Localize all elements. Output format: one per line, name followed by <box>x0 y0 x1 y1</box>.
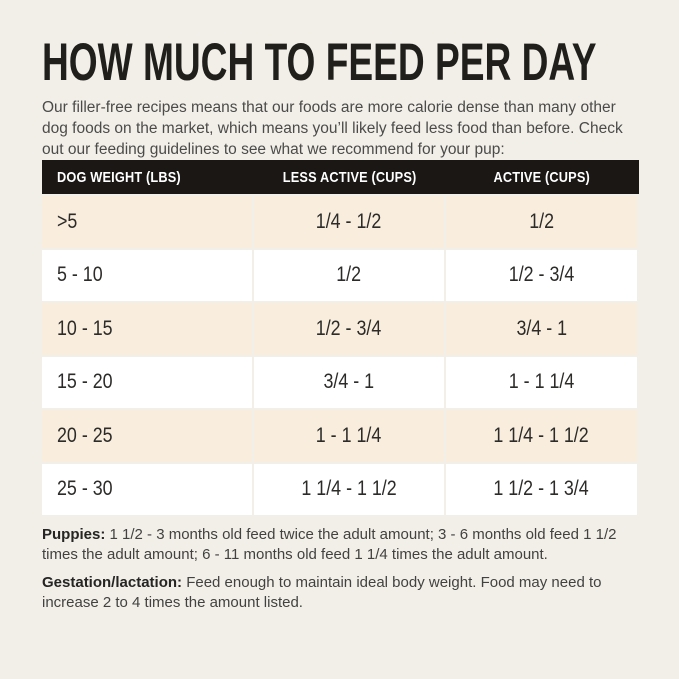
cell-dog-weight: 15 - 20 <box>42 356 252 408</box>
cell-less-active: 1 1/4 - 1 1/2 <box>254 463 444 515</box>
note-puppies: Puppies: 1 1/2 - 3 months old feed twice… <box>42 525 638 565</box>
cell-active: 1 1/4 - 1 1/2 <box>446 410 637 462</box>
feeding-table: DOG WEIGHT (LBS) LESS ACTIVE (CUPS) ACTI… <box>42 160 639 515</box>
note-gestation-text: Feed enough to maintain ideal body weigh… <box>42 574 602 611</box>
cell-active: 1 - 1 1/4 <box>446 356 637 408</box>
note-puppies-text: 1 1/2 - 3 months old feed twice the adul… <box>42 526 617 563</box>
note-gestation-label: Gestation/lactation: <box>42 574 183 591</box>
cell-less-active: 3/4 - 1 <box>254 356 444 408</box>
table-row: >5 1/4 - 1/2 1/2 <box>42 196 639 248</box>
cell-dog-weight: >5 <box>42 196 252 248</box>
header-cell-active: ACTIVE (CUPS) <box>493 168 590 186</box>
header-cell-less-active: LESS ACTIVE (CUPS) <box>283 168 417 186</box>
table-row: 10 - 15 1/2 - 3/4 3/4 - 1 <box>42 303 639 355</box>
cell-active: 3/4 - 1 <box>446 303 637 355</box>
footnotes: Puppies: 1 1/2 - 3 months old feed twice… <box>42 525 638 613</box>
cell-less-active: 1/4 - 1/2 <box>254 196 444 248</box>
table-header-row: DOG WEIGHT (LBS) LESS ACTIVE (CUPS) ACTI… <box>42 160 639 194</box>
cell-less-active: 1 - 1 1/4 <box>254 410 444 462</box>
cell-dog-weight: 20 - 25 <box>42 410 252 462</box>
table-row: 25 - 30 1 1/4 - 1 1/2 1 1/2 - 1 3/4 <box>42 463 639 515</box>
cell-less-active: 1/2 - 3/4 <box>254 303 444 355</box>
table-row: 15 - 20 3/4 - 1 1 - 1 1/4 <box>42 356 639 408</box>
cell-dog-weight: 25 - 30 <box>42 463 252 515</box>
note-gestation: Gestation/lactation: Feed enough to main… <box>42 573 638 613</box>
cell-active: 1 1/2 - 1 3/4 <box>446 463 637 515</box>
table-row: 5 - 10 1/2 1/2 - 3/4 <box>42 249 639 301</box>
cell-active: 1/2 - 3/4 <box>446 249 637 301</box>
cell-active: 1/2 <box>446 196 637 248</box>
note-puppies-label: Puppies: <box>42 526 106 543</box>
cell-dog-weight: 10 - 15 <box>42 303 252 355</box>
header-cell-dog-weight: DOG WEIGHT (LBS) <box>57 168 181 186</box>
cell-dog-weight: 5 - 10 <box>42 249 252 301</box>
table-row: 20 - 25 1 - 1 1/4 1 1/4 - 1 1/2 <box>42 410 639 462</box>
intro-text: Our filler-free recipes means that our f… <box>42 99 623 158</box>
cell-less-active: 1/2 <box>254 249 444 301</box>
page-title: HOW MUCH TO FEED PER DAY <box>42 33 597 92</box>
